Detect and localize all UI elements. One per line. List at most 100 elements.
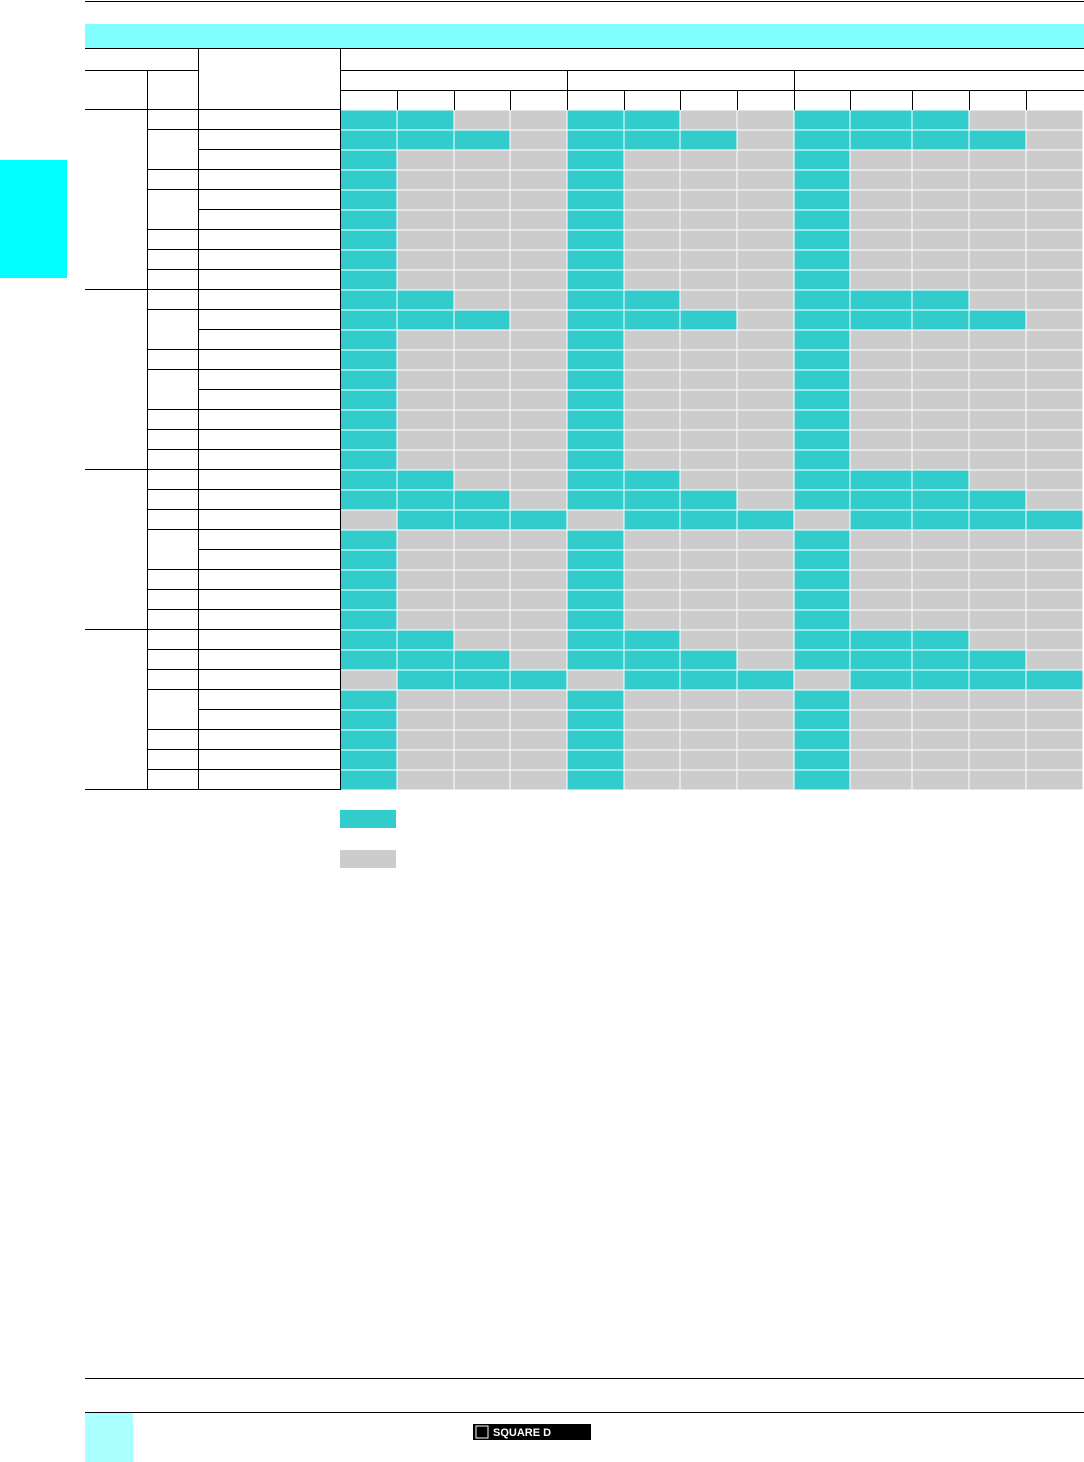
cell — [794, 250, 850, 270]
cell — [510, 110, 567, 130]
cell — [737, 290, 794, 310]
cell — [1026, 470, 1083, 490]
cell — [624, 350, 680, 370]
cell — [340, 450, 397, 470]
cell — [510, 150, 567, 170]
cell — [737, 270, 794, 290]
cell — [567, 130, 624, 150]
cell — [624, 750, 680, 770]
cell — [340, 110, 397, 130]
cell — [1026, 250, 1083, 270]
cell — [454, 770, 510, 790]
cell — [737, 770, 794, 790]
cell — [510, 510, 567, 530]
cell — [850, 330, 912, 350]
cell — [912, 630, 969, 650]
cell — [567, 210, 624, 230]
cell — [850, 650, 912, 670]
cell — [969, 170, 1026, 190]
cell — [912, 490, 969, 510]
cell — [969, 570, 1026, 590]
cell — [737, 390, 794, 410]
cell — [737, 410, 794, 430]
cell — [397, 210, 454, 230]
cell — [1026, 110, 1083, 130]
cell — [454, 490, 510, 510]
cell — [340, 650, 397, 670]
cell — [794, 550, 850, 570]
cell — [454, 710, 510, 730]
cell — [794, 170, 850, 190]
cell — [454, 270, 510, 290]
cell — [510, 650, 567, 670]
cell — [680, 290, 737, 310]
cell — [680, 410, 737, 430]
cell — [397, 510, 454, 530]
cell — [340, 550, 397, 570]
cell — [340, 470, 397, 490]
cell — [912, 690, 969, 710]
cell — [567, 610, 624, 630]
cell — [397, 330, 454, 350]
cell — [454, 330, 510, 350]
cell — [340, 170, 397, 190]
cell — [397, 630, 454, 650]
cell — [794, 470, 850, 490]
cell — [680, 510, 737, 530]
cell — [624, 270, 680, 290]
cell — [1026, 670, 1083, 690]
cell — [737, 630, 794, 650]
cell — [850, 510, 912, 530]
cell — [850, 350, 912, 370]
cell — [397, 450, 454, 470]
cell — [912, 430, 969, 450]
cell — [1026, 590, 1083, 610]
cell — [794, 490, 850, 510]
cell — [737, 310, 794, 330]
cell — [624, 550, 680, 570]
cell — [969, 190, 1026, 210]
cell — [794, 590, 850, 610]
cell — [912, 670, 969, 690]
cell — [1026, 170, 1083, 190]
cell — [794, 390, 850, 410]
cell — [912, 450, 969, 470]
cell — [737, 450, 794, 470]
cell — [340, 430, 397, 450]
cell — [340, 210, 397, 230]
logo-mark — [475, 1425, 489, 1439]
cell — [454, 670, 510, 690]
cell — [680, 350, 737, 370]
cell — [510, 390, 567, 410]
cell — [969, 210, 1026, 230]
cell — [1026, 410, 1083, 430]
cell — [567, 430, 624, 450]
cell — [850, 550, 912, 570]
cell — [969, 370, 1026, 390]
cell — [969, 350, 1026, 370]
cell — [624, 390, 680, 410]
cell — [680, 430, 737, 450]
cell — [567, 630, 624, 650]
cell — [340, 690, 397, 710]
cell — [1026, 370, 1083, 390]
cell — [567, 510, 624, 530]
cell — [912, 590, 969, 610]
cell — [567, 670, 624, 690]
cell — [969, 590, 1026, 610]
cell — [737, 210, 794, 230]
cell — [794, 450, 850, 470]
cell — [454, 410, 510, 430]
cell — [1026, 530, 1083, 550]
cell — [969, 110, 1026, 130]
cell — [969, 670, 1026, 690]
cell — [1026, 150, 1083, 170]
cell — [850, 590, 912, 610]
cell — [680, 470, 737, 490]
cell — [624, 630, 680, 650]
cell — [397, 550, 454, 570]
legend-swatch — [340, 850, 396, 868]
cell — [510, 350, 567, 370]
cell — [680, 370, 737, 390]
